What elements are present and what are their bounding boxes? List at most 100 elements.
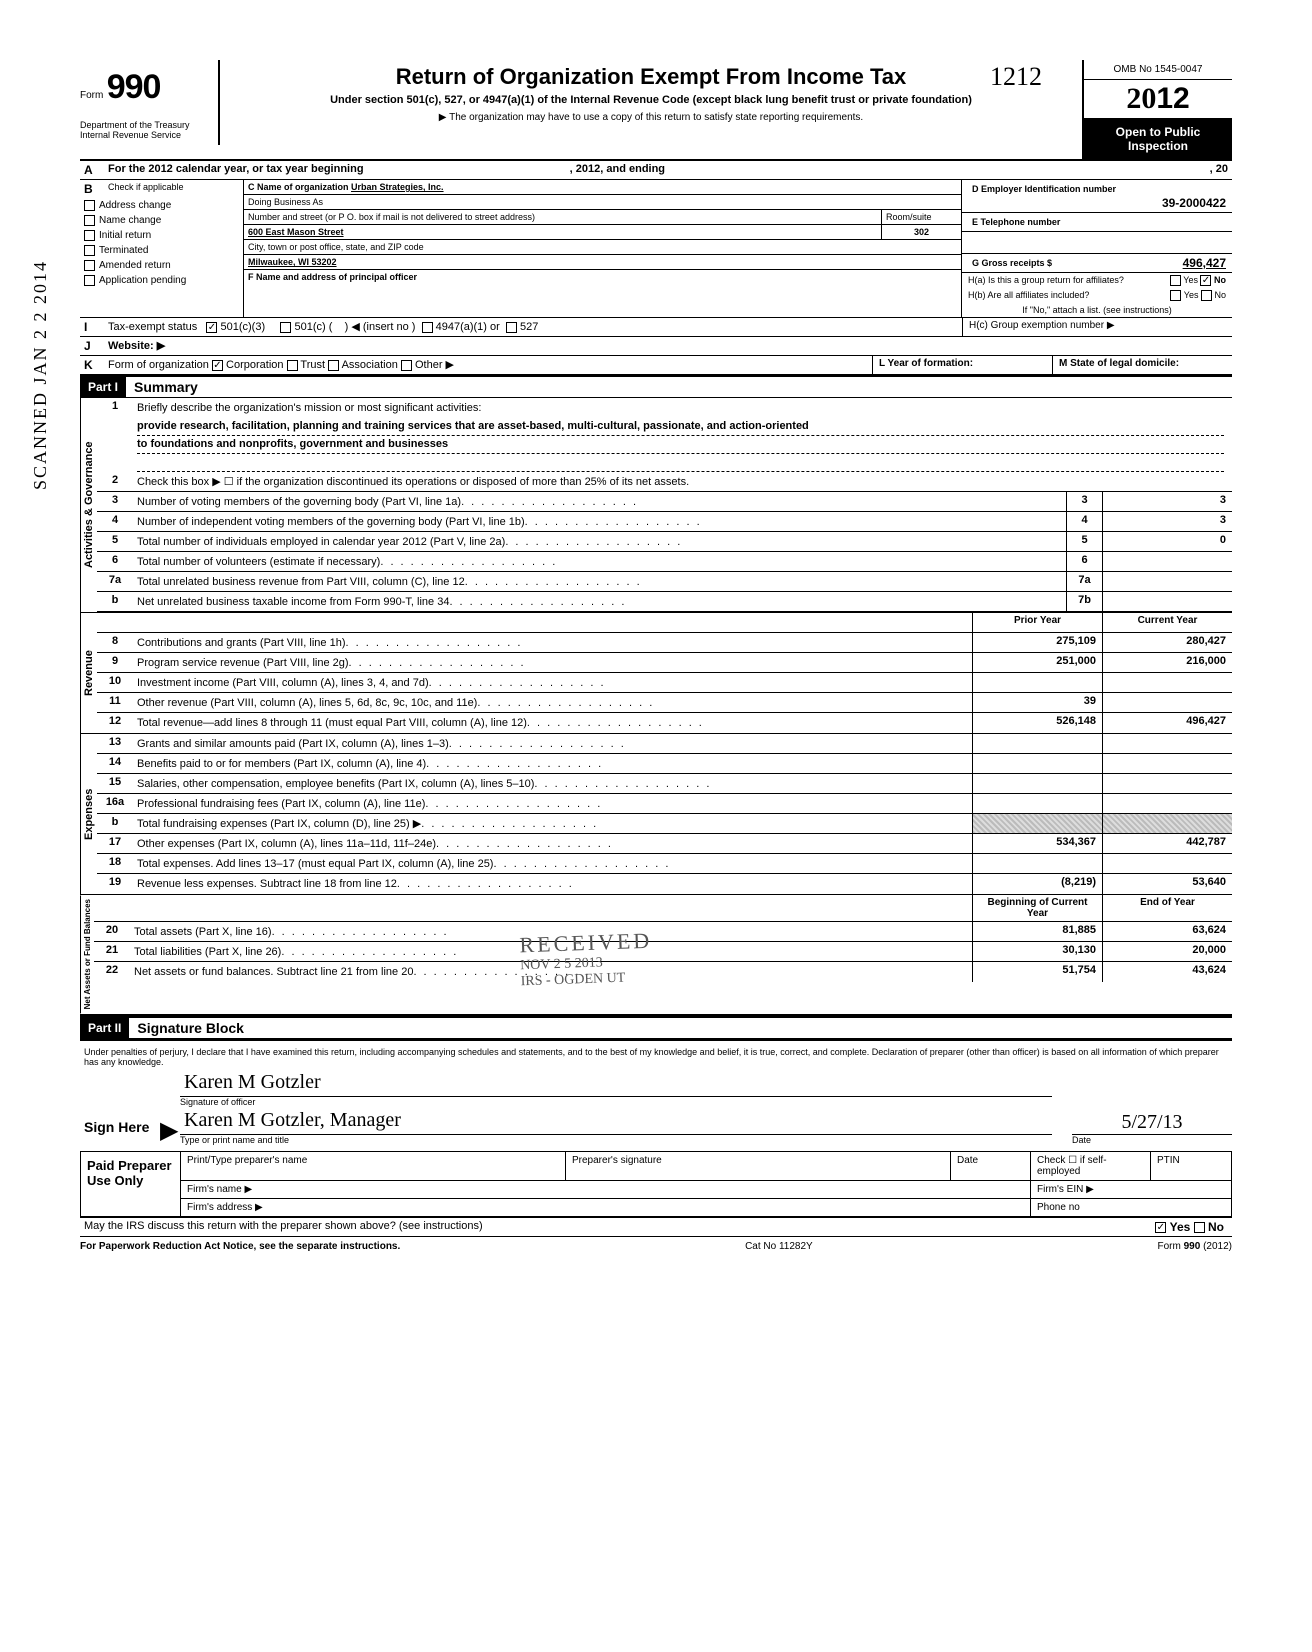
no-label: No [1214,275,1226,285]
line-b-column: BCheck if applicable Address change Name… [80,180,244,317]
cb-527[interactable] [506,322,517,333]
line-2: Check this box ▶ ☐ if the organization d… [133,472,1232,491]
hb-yes[interactable] [1170,290,1181,301]
typed-name[interactable]: Karen M Gotzler, Manager [180,1107,1052,1135]
entity-block: BCheck if applicable Address change Name… [80,180,1232,318]
addr-label: Number and street (or P O. box if mail i… [244,210,881,224]
cb-name-change[interactable]: Name change [80,213,220,228]
part-1-title: Summary [126,379,198,395]
part-2-label: Part II [80,1018,129,1038]
line-a: A For the 2012 calendar year, or tax yea… [80,161,1232,180]
ha-no[interactable] [1200,275,1211,286]
officer-signature[interactable]: Karen M Gotzler [180,1069,1052,1097]
form-word: Form [80,90,103,101]
opt-501c: 501(c) ( [294,321,332,333]
hb-no[interactable] [1201,290,1212,301]
opt-4947: 4947(a)(1) or [436,321,500,333]
paid-ptin[interactable]: PTIN [1151,1152,1231,1180]
handwritten-1212: 1212 [990,62,1042,92]
cb-initial-return[interactable]: Initial return [80,228,220,243]
discuss-no[interactable] [1194,1222,1205,1233]
cb-association[interactable] [328,360,339,371]
form-number: 990 [107,68,161,106]
line-i-label: Tax-exempt status [108,321,197,333]
firm-ein[interactable]: Firm's EIN ▶ [1031,1181,1231,1198]
discuss-text: May the IRS discuss this return with the… [80,1218,1147,1236]
opt-501c3: 501(c)(3) [221,321,266,333]
firm-address[interactable]: Firm's address ▶ [181,1199,1031,1216]
line-j: J Website: ▶ [80,337,1232,356]
opt-other: Other ▶ [415,359,454,371]
form-header: Form 990 Department of the Treasury Inte… [80,60,1232,161]
paid-preparer-sig[interactable]: Preparer's signature [566,1152,951,1180]
cb-label: Terminated [99,245,148,256]
cb-address-change[interactable]: Address change [80,198,220,213]
vert-label-exp: Expenses [80,734,97,894]
main-title: Return of Organization Exempt From Incom… [230,64,1072,90]
table-row: bNet unrelated business taxable income f… [97,592,1232,612]
paid-label: Paid Preparer Use Only [81,1152,181,1216]
dept-irs: Internal Revenue Service [80,131,204,141]
part-1-header: Part I Summary [80,375,1232,398]
discuss-row: May the IRS discuss this return with the… [80,1217,1232,1237]
form-ref: Form 990 (2012) [1158,1241,1232,1252]
table-row: 14Benefits paid to or for members (Part … [97,754,1232,774]
discuss-yes[interactable] [1155,1222,1166,1233]
section-net-assets: Net Assets or Fund Balances Beginning of… [80,895,1232,1015]
paid-self-employed[interactable]: Check ☐ if self-employed [1031,1152,1151,1180]
table-row: 5Total number of individuals employed in… [97,532,1232,552]
cb-4947[interactable] [422,322,433,333]
opt-501c-b: ) ◀ (insert no ) [345,321,416,333]
cb-corporation[interactable] [212,360,223,371]
line-k-label: Form of organization [108,359,209,371]
ha-yes[interactable] [1170,275,1181,286]
room-label: Room/suite [881,210,961,224]
cb-amended[interactable]: Amended return [80,258,220,273]
col-eoy: End of Year [1102,895,1232,921]
line-a-label: For the 2012 calendar year, or tax year … [108,163,364,175]
open-public-1: Open to Public [1088,125,1228,139]
cb-501c[interactable] [280,322,291,333]
table-row: 20Total assets (Part X, line 16)81,88563… [94,922,1232,942]
department-line: Department of the Treasury Internal Reve… [80,121,204,141]
cb-label: Application pending [99,275,186,286]
table-row: 19Revenue less expenses. Subtract line 1… [97,874,1232,894]
hb-note: If "No," attach a list. (see instruction… [962,303,1232,317]
paid-preparer-name[interactable]: Print/Type preparer's name [181,1152,566,1180]
col-current-year: Current Year [1102,613,1232,632]
open-public-2: Inspection [1088,139,1228,153]
table-row: 4Number of independent voting members of… [97,512,1232,532]
part-2-header: Part II Signature Block [80,1016,1232,1039]
cb-terminated[interactable]: Terminated [80,243,220,258]
cb-application-pending[interactable]: Application pending [80,273,220,288]
sig-date-label: Date [1072,1135,1232,1145]
cb-label: Address change [99,200,171,211]
vert-label-rev: Revenue [80,613,97,733]
part-2-title: Signature Block [129,1020,244,1036]
firm-phone[interactable]: Phone no [1031,1199,1231,1216]
cb-other[interactable] [401,360,412,371]
opt-trust: Trust [300,359,325,371]
room-value: 302 [881,225,961,239]
year-block: OMB No 1545-0047 2012 Open to Public Ins… [1082,60,1232,159]
line-a-mid: , 2012, and ending [570,163,665,175]
cb-label: Amended return [99,260,171,271]
cb-trust[interactable] [287,360,298,371]
pra-notice: For Paperwork Reduction Act Notice, see … [80,1241,400,1252]
g-value: 496,427 [1056,256,1226,270]
cb-501c3[interactable] [206,322,217,333]
line-k: K Form of organization Corporation Trust… [80,356,1232,375]
title-block: Return of Organization Exempt From Incom… [220,60,1082,127]
typed-label: Type or print name and title [180,1135,1052,1145]
no-label: No [1214,290,1226,300]
paid-preparer-block: Paid Preparer Use Only Print/Type prepar… [80,1151,1232,1217]
street-value: 600 East Mason Street [244,225,881,239]
tax-year: 2012 [1084,80,1232,119]
sig-date-value[interactable]: 5/27/13 [1072,1111,1232,1135]
line-a-end: , 20 [1210,163,1228,175]
paid-date[interactable]: Date [951,1152,1031,1180]
hc-label: H(c) Group exemption number ▶ [962,318,1232,336]
d-label: D Employer Identification number [972,184,1116,194]
arrow-note: ▶ The organization may have to use a cop… [230,112,1072,123]
firm-name[interactable]: Firm's name ▶ [181,1181,1031,1198]
